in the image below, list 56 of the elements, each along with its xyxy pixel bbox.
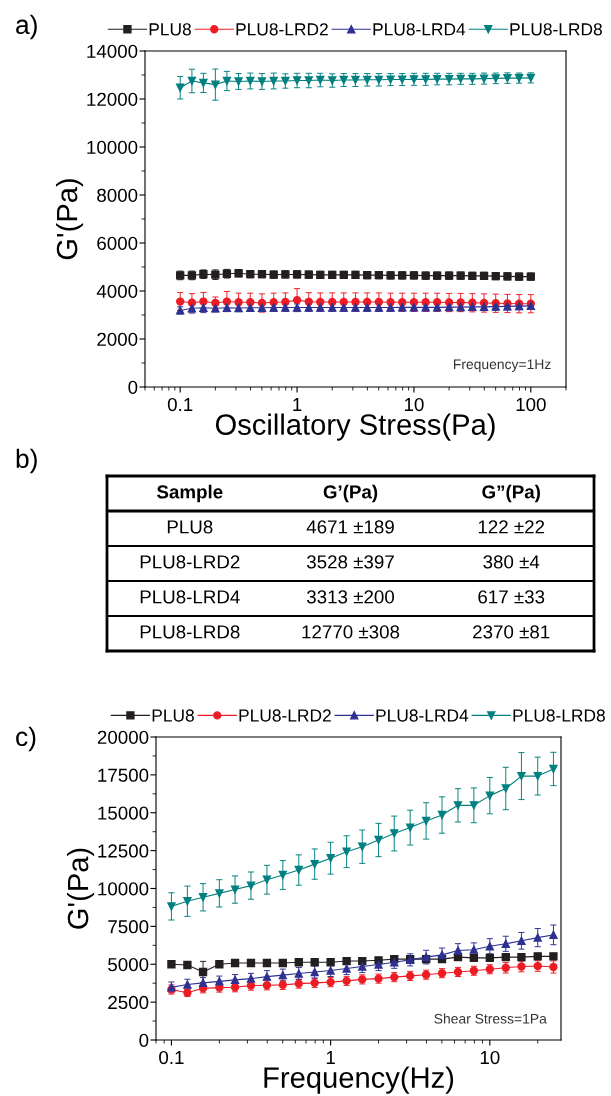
legend-label: PLU8-LRD8 [513,709,605,722]
x-axis-title: Frequency(Hz) [264,1066,454,1094]
text: G’(Pa) [323,484,378,503]
text: G”(Pa) [482,484,540,503]
y-tick-label: 12500 [98,844,149,858]
y-tick-label: 10000 [98,882,149,896]
x-tick-label: 0.1 [167,397,193,412]
text: c) [16,726,36,752]
legend-label: PLU8-LRD4 [373,23,466,36]
text: 3528 ±397 [306,555,394,569]
text: 2370 ±81 [473,625,550,639]
legend-label: PLU8-LRD2 [236,23,328,36]
y-tick-label: 0 [128,380,138,394]
y-tick-label: 2500 [108,995,149,1010]
y-tick-label: 8000 [97,188,138,202]
text: 12770 ±308 [302,625,400,639]
x-tick-label: 1 [293,398,302,411]
legend-label: PLU8 [149,23,191,36]
y-tick-label: 20000 [97,730,149,744]
legend-label: PLU8 [152,709,194,722]
y-tick-label: 7500 [108,920,149,934]
y-tick-label: 5000 [108,957,149,972]
text: 617 ±33 [478,590,545,604]
text: PLU8-LRD4 [140,590,240,604]
y-tick-label: 15000 [98,806,149,820]
annotation: Shear Stress=1Pa [434,1013,547,1024]
text: PLU8-LRD2 [140,555,240,569]
y-tick-label: 6000 [97,236,138,250]
text: 3313 ±200 [306,590,395,604]
y-tick-label: 10000 [87,140,138,154]
legend-label: PLU8-LRD8 [510,23,602,36]
y-tick-label: 4000 [96,284,138,298]
y-tick-label: 17500 [98,768,149,782]
x-tick-label: 1 [326,1051,335,1064]
legend-label: PLU8-LRD4 [376,709,469,722]
x-tick-label: 10 [480,1050,500,1065]
y-tick-label: 2000 [97,332,138,346]
text: a) [16,14,37,40]
annotation: Frequency=1Hz [453,359,551,372]
text: b) [16,448,37,474]
x-axis-title: Oscillatory Stress(Pa) [215,413,495,441]
text: Sample [156,484,223,503]
y-axis-title: G'(Pa) [66,848,95,929]
text: PLU8-LRD8 [140,625,240,639]
x-tick-label: 0.1 [159,1050,184,1065]
text: 380 ±4 [483,555,540,569]
legend-label: PLU8-LRD2 [239,709,331,722]
y-tick-label: 0 [139,1033,149,1047]
text: 122 ±22 [478,520,545,534]
y-tick-label: 12000 [87,92,138,106]
text: PLU8 [167,520,213,534]
x-tick-label: 10 [404,397,424,412]
text: 4671 ±189 [306,520,394,534]
y-axis-title: G'(Pa) [55,179,84,260]
x-tick-label: 100 [516,397,546,412]
y-tick-label: 14000 [87,44,138,58]
